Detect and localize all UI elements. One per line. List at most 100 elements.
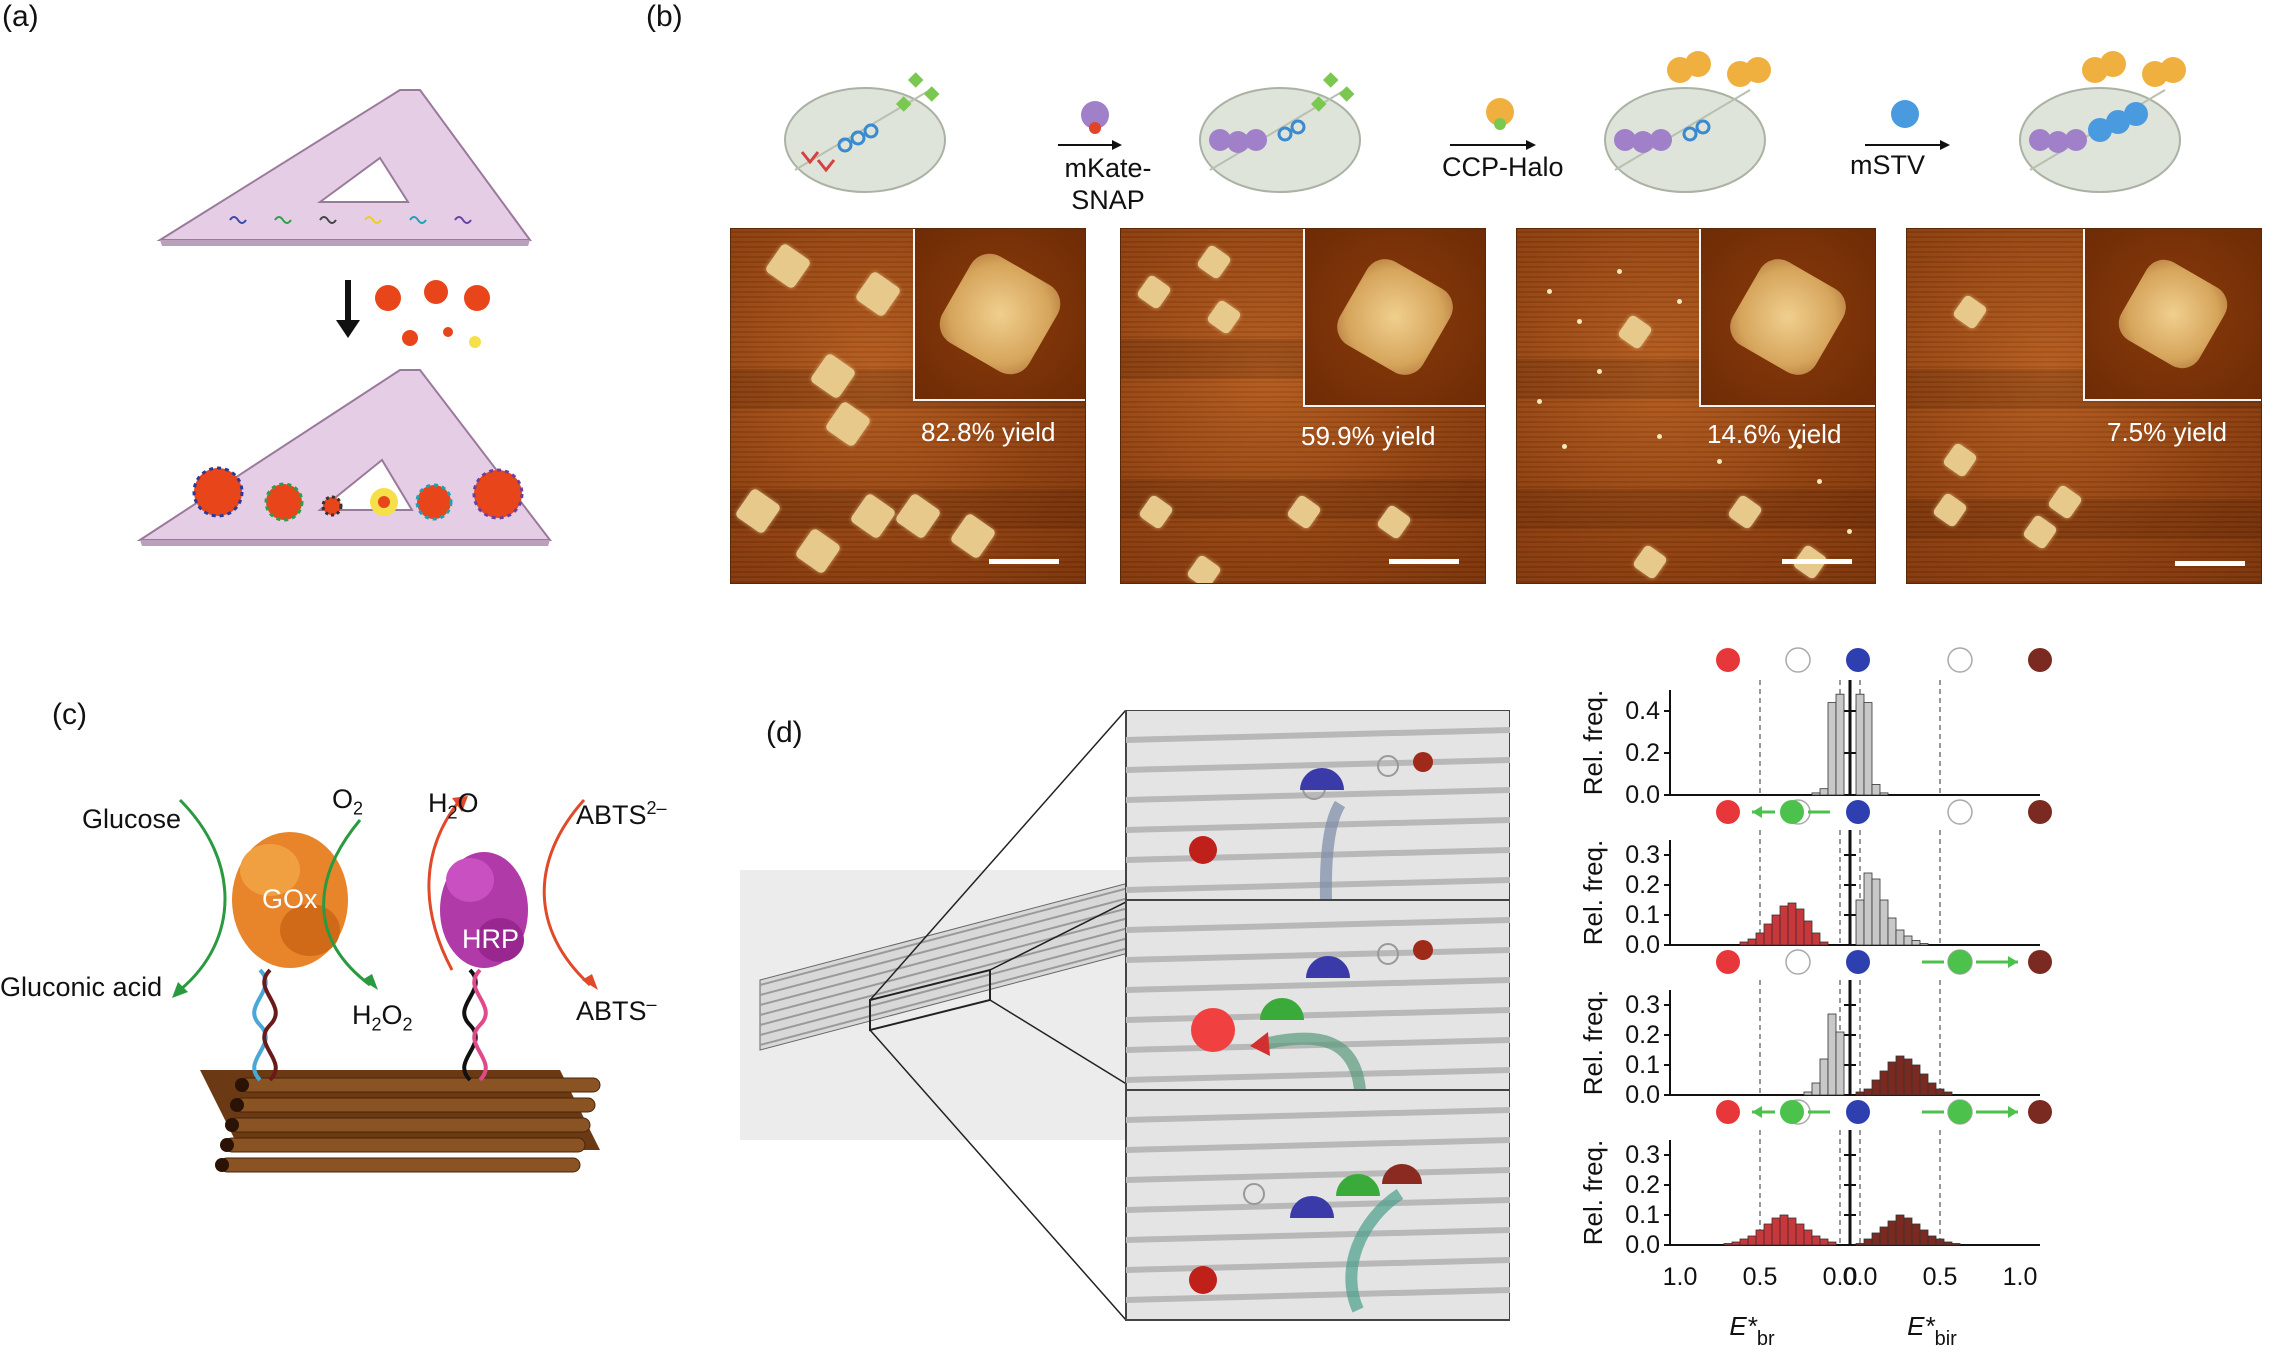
hist-bar (1887, 917, 1897, 946)
green-arrow-left-row4-head (1752, 1106, 1762, 1118)
y-tick-label: 0.4 (1625, 697, 1660, 725)
hist-bar (1723, 1243, 1733, 1246)
hist-bar (1739, 941, 1749, 946)
hist-bar (1771, 1217, 1781, 1246)
hist-bar (1763, 1223, 1773, 1246)
hist-bar (1951, 1243, 1961, 1246)
green-dot-left-row4 (1780, 1100, 1804, 1124)
origami-sheet-4 (2019, 51, 2186, 193)
nanoparticles-bound (192, 466, 524, 522)
origami-triangle-diagram (136, 89, 553, 546)
hist-bar (1871, 878, 1881, 946)
scale-bar-3 (1782, 559, 1852, 564)
green-dot-left-row2 (1780, 800, 1804, 824)
hist-bar (1855, 1091, 1865, 1096)
hist-bar (1903, 1217, 1913, 1246)
scale-bar-4 (2175, 561, 2245, 566)
hist-bar (1895, 929, 1905, 946)
red-dot-row3 (1716, 950, 1740, 974)
brown-dot-row3 (2028, 950, 2052, 974)
afm-image-2: 59.9% yield (1120, 228, 1486, 584)
origami-sheet-3 (1604, 51, 1771, 193)
hist-bar (1827, 1013, 1837, 1096)
y-tick-label: 0.2 (1625, 1171, 1660, 1199)
hist-bar (1935, 1238, 1945, 1246)
hist-bar (1927, 1235, 1937, 1246)
zoom-panel-2 (1125, 899, 1510, 1091)
hist-bar (1911, 940, 1921, 946)
hist-bar (1911, 1064, 1921, 1096)
afm-image-4: 7.5% yield (1906, 228, 2262, 584)
brown-dot-row1 (2028, 648, 2052, 672)
hist-bar (1871, 784, 1881, 796)
hist-bar (1763, 923, 1773, 946)
hist-bar (1855, 1243, 1865, 1246)
x-tick-left: 0.0 (1823, 1263, 1858, 1291)
hist-bar (1871, 1232, 1881, 1246)
hist-bar (1803, 920, 1813, 946)
hist-bar (1755, 932, 1765, 946)
empty-dot-right-row1 (1947, 647, 1973, 673)
y-tick-label: 0.2 (1625, 1021, 1660, 1049)
hist-bar (1855, 693, 1865, 796)
blue-dot-row4 (1846, 1100, 1870, 1124)
hist-bar (1811, 932, 1821, 946)
fret-histogram-chart: 0.0 0.2 0.4 Rel. freq. 0.0 0.1 0.2 0.3 Rel. freq… (1540, 640, 2260, 1358)
hist-bar (1919, 1073, 1929, 1096)
hist-bar (1879, 1070, 1889, 1096)
hist-bar (1779, 1214, 1789, 1246)
x-axis-label-right: E*bir (1907, 1311, 1957, 1350)
label-abts1: ABTS– (576, 994, 657, 1026)
red-dot-row4 (1716, 1100, 1740, 1124)
x-axis-label-left: E*br (1729, 1311, 1775, 1350)
label-h2o2: H2O2 (352, 1000, 413, 1035)
hist-bar (1855, 899, 1865, 946)
x-tick-right: 0.5 (1923, 1263, 1958, 1291)
green-arrow-right-row4-head (2008, 1106, 2018, 1118)
hist-bar (1863, 702, 1873, 796)
y-tick-label: 0.2 (1625, 871, 1660, 899)
label-glucose: Glucose (82, 804, 182, 834)
x-tick-right: 0.0 (1843, 1263, 1878, 1291)
y-tick-label: 0.1 (1625, 1201, 1660, 1229)
step-label-mkate-snap: mKate- SNAP (1064, 153, 1152, 215)
hist-bar (1935, 1088, 1945, 1096)
hist-bar (1827, 702, 1837, 796)
hist-bar (1795, 1223, 1805, 1246)
hist-bar (1819, 788, 1829, 796)
hist-bar (1863, 1238, 1873, 1246)
label-gox: GOx (262, 884, 318, 914)
y-tick-label: 0.3 (1625, 991, 1660, 1019)
triangle-cutout-top (316, 156, 410, 203)
hist-bar (1779, 905, 1789, 946)
afm-image-1: 82.8% yield (730, 228, 1086, 584)
y-axis-label-row2: Rel. freq. (1578, 840, 1608, 946)
red-dot-row2 (1716, 800, 1740, 824)
panel-label-a: (a) (2, 0, 39, 33)
hist-bar (1835, 693, 1845, 796)
origami-sheet-1 (784, 72, 946, 193)
panel-label-d: (d) (766, 716, 803, 749)
y-axis-label-row3: Rel. freq. (1578, 990, 1608, 1096)
triangle-origami-top (156, 89, 532, 241)
brown-dot-row4 (2028, 1100, 2052, 1124)
x-tick-left: 1.0 (1663, 1263, 1698, 1291)
hist-bar (1803, 1091, 1813, 1096)
assembly-schematic-row (780, 50, 2260, 220)
empty-dot-left-row3 (1785, 949, 1811, 975)
red-dot-row1 (1716, 648, 1740, 672)
hist-bar (1863, 872, 1873, 946)
y-tick-label: 0.0 (1625, 781, 1660, 809)
hist-bar (1787, 902, 1797, 946)
hist-bar (1835, 1031, 1845, 1096)
hist-bar (1903, 1058, 1913, 1096)
hist-bar (1811, 1235, 1821, 1246)
y-axis-label-row4: Rel. freq. (1578, 1140, 1608, 1246)
origami-tube-sheet (759, 879, 1141, 1051)
hist-bar (1787, 1217, 1797, 1246)
y-tick-label: 0.0 (1625, 931, 1660, 959)
hist-bar (1819, 1058, 1829, 1096)
dna-handles-top (229, 216, 472, 224)
hist-bar (1879, 792, 1889, 796)
dna-origami-bundle (200, 1070, 601, 1173)
